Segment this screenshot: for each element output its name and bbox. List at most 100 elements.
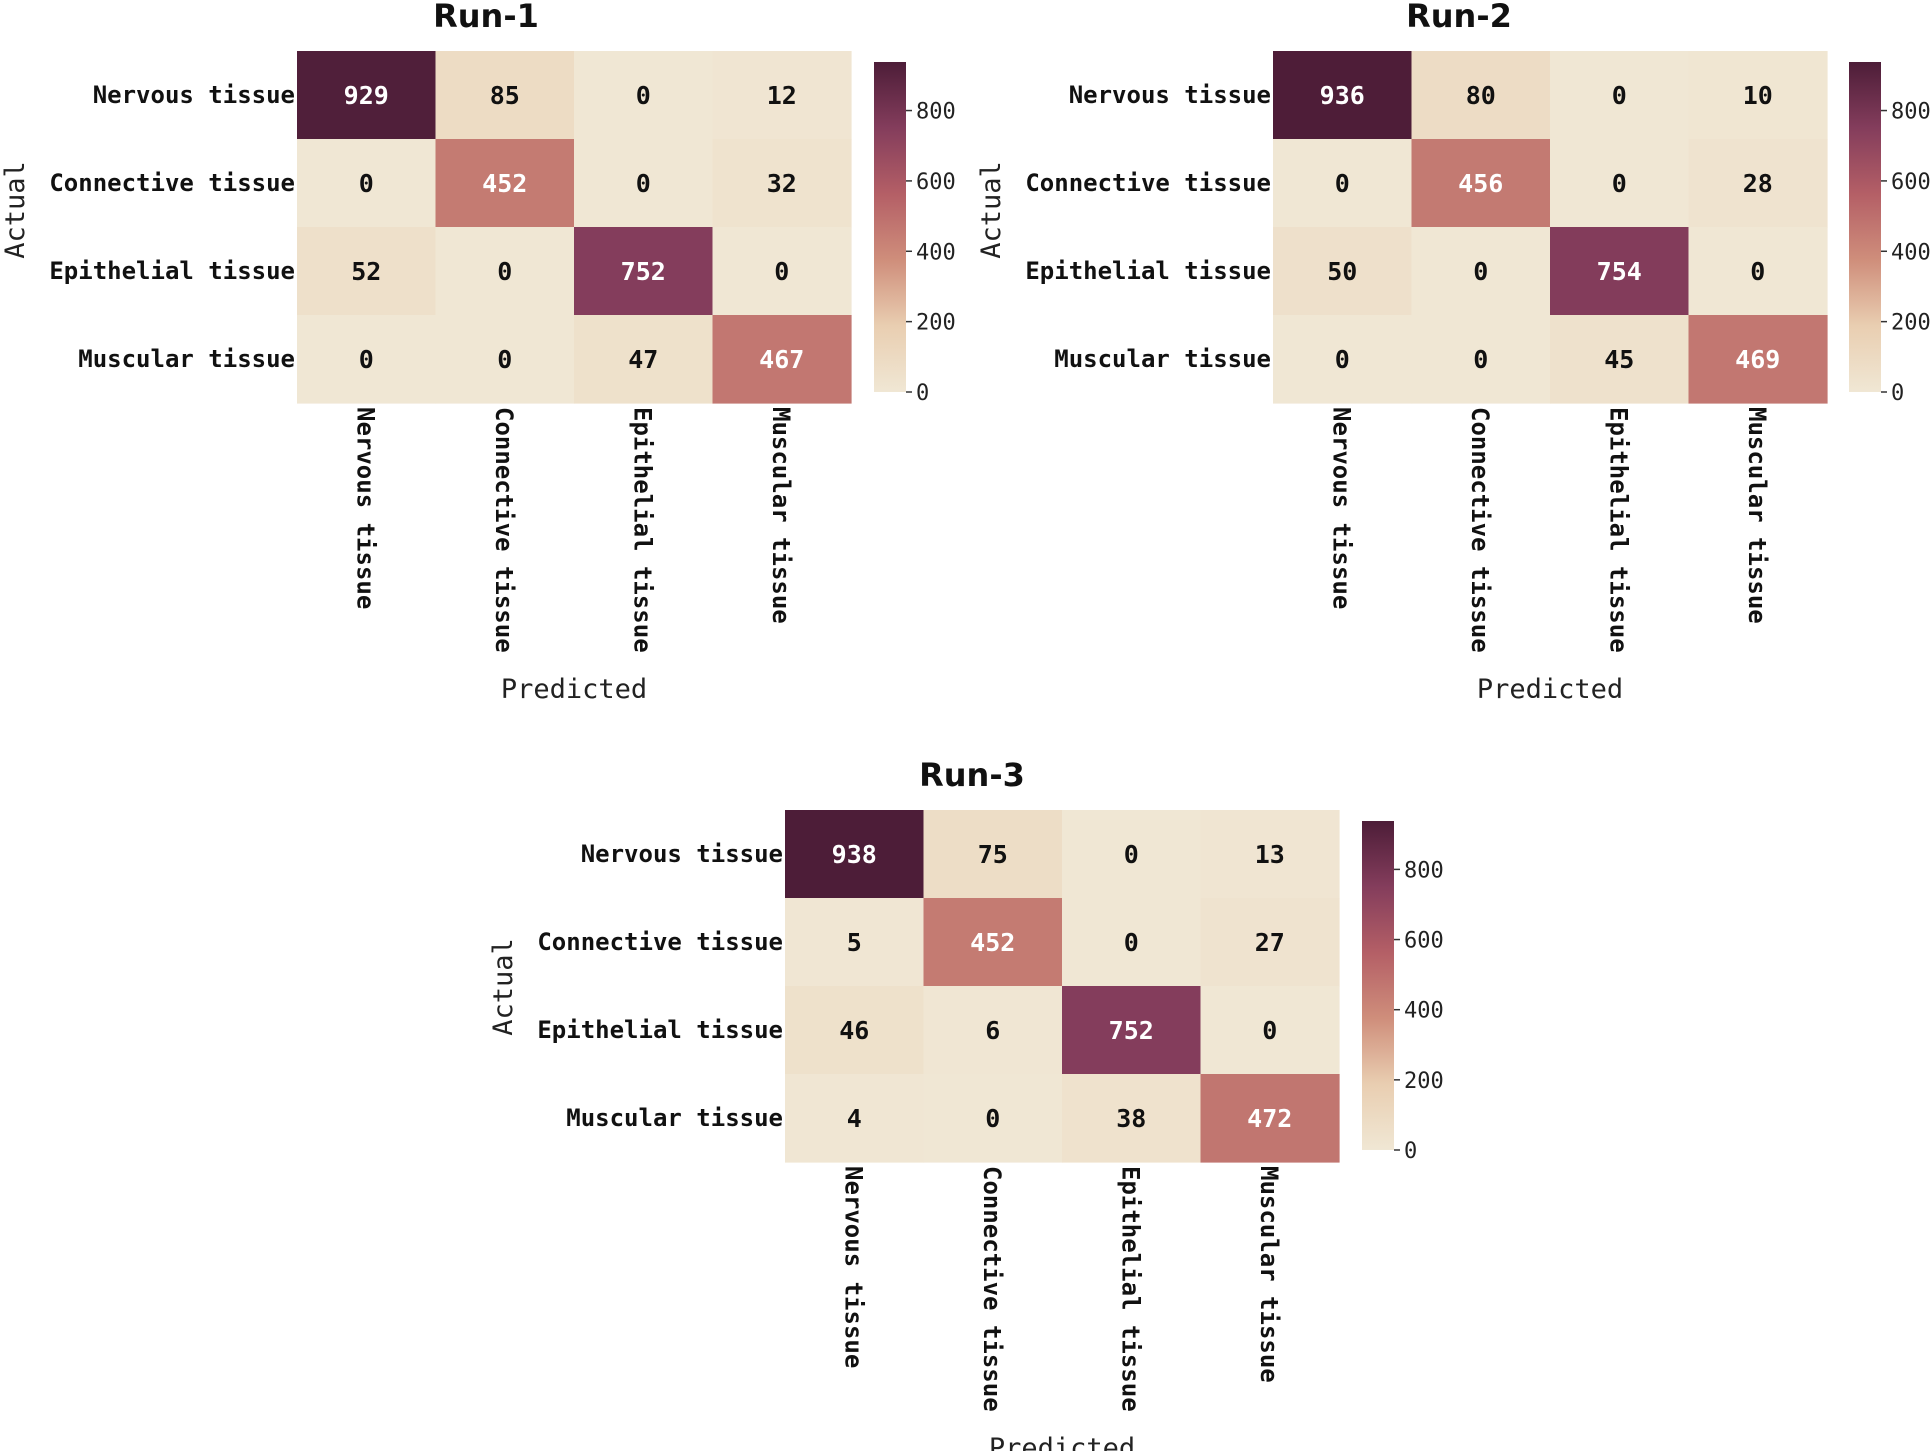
heatmap-cell [1200,986,1340,1075]
heatmap-cell [1200,1074,1340,1163]
colorbar-tick-label: 400 [916,240,956,265]
heatmap-cell [712,315,852,404]
cell-value-label: 0 [636,169,651,198]
colorbar-tick-label: 0 [1891,381,1904,406]
cell-value-label: 0 [1473,345,1488,374]
heatmap-cell [435,227,575,316]
heatmap-cell [923,898,1063,987]
chart-title: Run-3 [919,756,1025,794]
colorbar-tick-label: 800 [1404,858,1444,883]
heatmap-cell [1273,315,1413,404]
cell-value-label: 0 [497,257,512,286]
heatmap-cell [297,51,437,140]
y-tick-label: Muscular tissue [1054,345,1271,373]
colorbar-tick-label: 200 [916,311,956,336]
heatmap-cell [1062,898,1202,987]
heatmap-cell [1550,51,1690,140]
heatmap-cell [1550,315,1690,404]
cell-value-label: 0 [497,345,512,374]
y-tick-label: Nervous tissue [581,840,783,868]
cell-value-label: 0 [1612,81,1627,110]
cell-value-label: 938 [832,840,877,869]
cell-value-label: 50 [1327,257,1357,286]
cell-value-label: 32 [767,169,797,198]
heatmap-cell [435,51,575,140]
y-tick-label: Epithelial tissue [1025,257,1271,285]
cell-value-label: 46 [839,1016,869,1045]
colorbar-tick-label: 800 [1891,100,1930,125]
x-tick-label: Nervous tissue [839,1166,867,1368]
y-tick-label: Connective tissue [1025,169,1271,197]
cell-value-label: 10 [1743,81,1773,110]
x-tick-label: Nervous tissue [351,407,379,609]
cell-value-label: 0 [1335,345,1350,374]
heatmap-cell [1550,227,1690,316]
cell-value-label: 472 [1247,1104,1292,1133]
colorbar-tick-label: 600 [1891,170,1930,195]
y-tick-label: Nervous tissue [1069,81,1271,109]
heatmap-cell [1273,227,1413,316]
cell-value-label: 6 [985,1016,1000,1045]
colorbar-tick-label: 600 [916,170,956,195]
heatmap-cell [574,139,714,228]
cell-value-label: 752 [621,257,666,286]
cell-value-label: 469 [1735,345,1780,374]
cell-value-label: 0 [985,1104,1000,1133]
cell-value-label: 452 [482,169,527,198]
heatmap-cell [785,898,925,987]
cell-value-label: 28 [1743,169,1773,198]
heatmap-cell [1688,51,1828,140]
heatmap-cell [1411,139,1551,228]
chart-title: Run-1 [433,0,539,35]
y-axis-label: Actual [976,161,1007,259]
cell-value-label: 0 [359,169,374,198]
colorbar-tick-label: 0 [1404,1139,1417,1164]
cell-value-label: 0 [1473,257,1488,286]
heatmap-cell [1200,898,1340,987]
x-tick-label: Epithelial tissue [1604,407,1632,653]
heatmap-cell [923,810,1063,899]
y-tick-label: Nervous tissue [93,81,295,109]
cell-value-label: 45 [1604,345,1634,374]
colorbar-tick-label: 800 [916,100,956,125]
heatmap-cell [435,315,575,404]
y-axis-label: Actual [488,938,519,1036]
cell-value-label: 936 [1320,81,1365,110]
cell-value-label: 38 [1116,1104,1146,1133]
heatmap-cell [1200,810,1340,899]
cell-value-label: 0 [636,81,651,110]
heatmap-cell [785,810,925,899]
cell-value-label: 752 [1109,1016,1154,1045]
y-tick-label: Epithelial tissue [49,257,295,285]
y-tick-label: Epithelial tissue [537,1016,783,1044]
x-axis-label: Predicted [1477,674,1623,705]
cell-value-label: 929 [344,81,389,110]
heatmap-cell [1062,810,1202,899]
cell-value-label: 4 [847,1104,862,1133]
cell-value-label: 0 [1124,928,1139,957]
cell-value-label: 80 [1466,81,1496,110]
heatmap-cell [1411,315,1551,404]
colorbar [874,62,906,392]
y-tick-label: Muscular tissue [566,1104,783,1132]
y-tick-label: Muscular tissue [78,345,295,373]
cell-value-label: 467 [759,345,804,374]
x-tick-label: Muscular tissue [767,407,795,624]
heatmap-panel-3: Run-3 938 75 0 13 5 452 0 27 46 6 752 0 4 0 38 472 Nervou… [488,756,1444,1451]
heatmap-cell [923,986,1063,1075]
cell-value-label: 85 [490,81,520,110]
y-tick-label: Connective tissue [49,169,295,197]
cell-value-label: 52 [351,257,381,286]
cell-value-label: 75 [978,840,1008,869]
heatmap-cell [435,139,575,228]
heatmap-cell [1550,139,1690,228]
cell-value-label: 5 [847,928,862,957]
cell-value-label: 0 [1262,1016,1277,1045]
x-axis-label: Predicted [501,674,647,705]
heatmap-cell [712,51,852,140]
colorbar-tick-label: 200 [1891,311,1930,336]
x-tick-label: Connective tissue [1466,407,1494,653]
heatmap-cell [297,227,437,316]
